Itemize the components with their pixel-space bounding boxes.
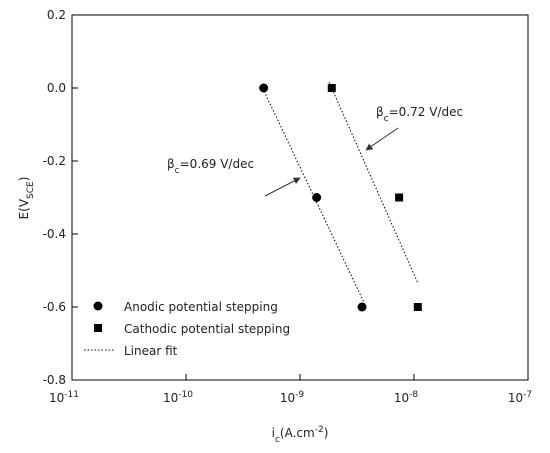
annotation: βc=0.69 V/dec <box>167 157 254 176</box>
x-tick-label: 10-10 <box>163 390 193 405</box>
x-axis-label-part: ) <box>324 426 329 440</box>
x-tick-label: 10-8 <box>394 390 419 405</box>
y-tick-label: -0.2 <box>43 154 66 168</box>
x-tick-label-part: -9 <box>295 390 304 400</box>
x-tick-label: 10-11 <box>49 390 79 405</box>
x-tick-label-part: 10 <box>163 391 178 405</box>
y-tick-label: -0.6 <box>43 300 66 314</box>
y-tick-label: 0.2 <box>47 8 66 22</box>
annotation-arrow <box>365 127 399 151</box>
x-tick-label-part: 10 <box>394 391 409 405</box>
fit-line <box>328 81 419 284</box>
annotation-part: β <box>376 105 384 119</box>
annotation: βc=0.72 V/dec <box>376 105 463 124</box>
point <box>413 303 422 311</box>
x-axis-label-part: c <box>275 435 280 445</box>
point <box>395 193 404 202</box>
x-tick-label-part: 10 <box>508 391 523 405</box>
annotation-arrow <box>264 177 301 197</box>
legend-marker <box>93 301 103 311</box>
x-tick-label-part: -10 <box>178 390 193 400</box>
point <box>327 84 336 92</box>
annotation-part: =0.72 V/dec <box>389 105 463 119</box>
y-axis-label: E(VSCE) <box>17 177 36 220</box>
legend-label: Linear fit <box>124 344 178 358</box>
x-tick-label-part: 10 <box>280 391 295 405</box>
x-tick-label: 10-7 <box>508 390 532 405</box>
x-tick-label: 10-9 <box>280 390 305 405</box>
x-tick-label-part: -8 <box>409 390 418 400</box>
x-tick-label-part: -7 <box>523 390 532 400</box>
x-axis-label: ic(A.cm-2) <box>272 425 329 445</box>
legend-label: Cathodic potential stepping <box>124 322 290 336</box>
y-axis-label-part: ) <box>17 177 31 182</box>
y-tick-label: 0.0 <box>47 81 66 95</box>
y-tick-label: -0.4 <box>43 227 66 241</box>
annotation-part: c <box>175 166 180 176</box>
annotation-part: c <box>384 114 389 124</box>
legend-marker <box>94 324 102 332</box>
x-axis-label-part: -2 <box>315 425 324 435</box>
legend-label: Anodic potential stepping <box>124 300 278 314</box>
annotation-part: β <box>167 157 175 171</box>
point <box>312 193 322 202</box>
y-tick-label: -0.8 <box>43 373 66 387</box>
y-axis-label-part: SCE <box>26 181 36 199</box>
x-tick-label-part: -11 <box>64 390 79 400</box>
point <box>357 302 367 312</box>
point <box>259 83 269 93</box>
x-tick-label-part: 10 <box>49 391 64 405</box>
y-axis-label-part: E(V <box>17 198 31 219</box>
x-axis-label-part: i <box>272 426 275 440</box>
annotation-part: =0.69 V/dec <box>180 157 254 171</box>
x-axis-label-part: (A.cm <box>280 426 315 440</box>
